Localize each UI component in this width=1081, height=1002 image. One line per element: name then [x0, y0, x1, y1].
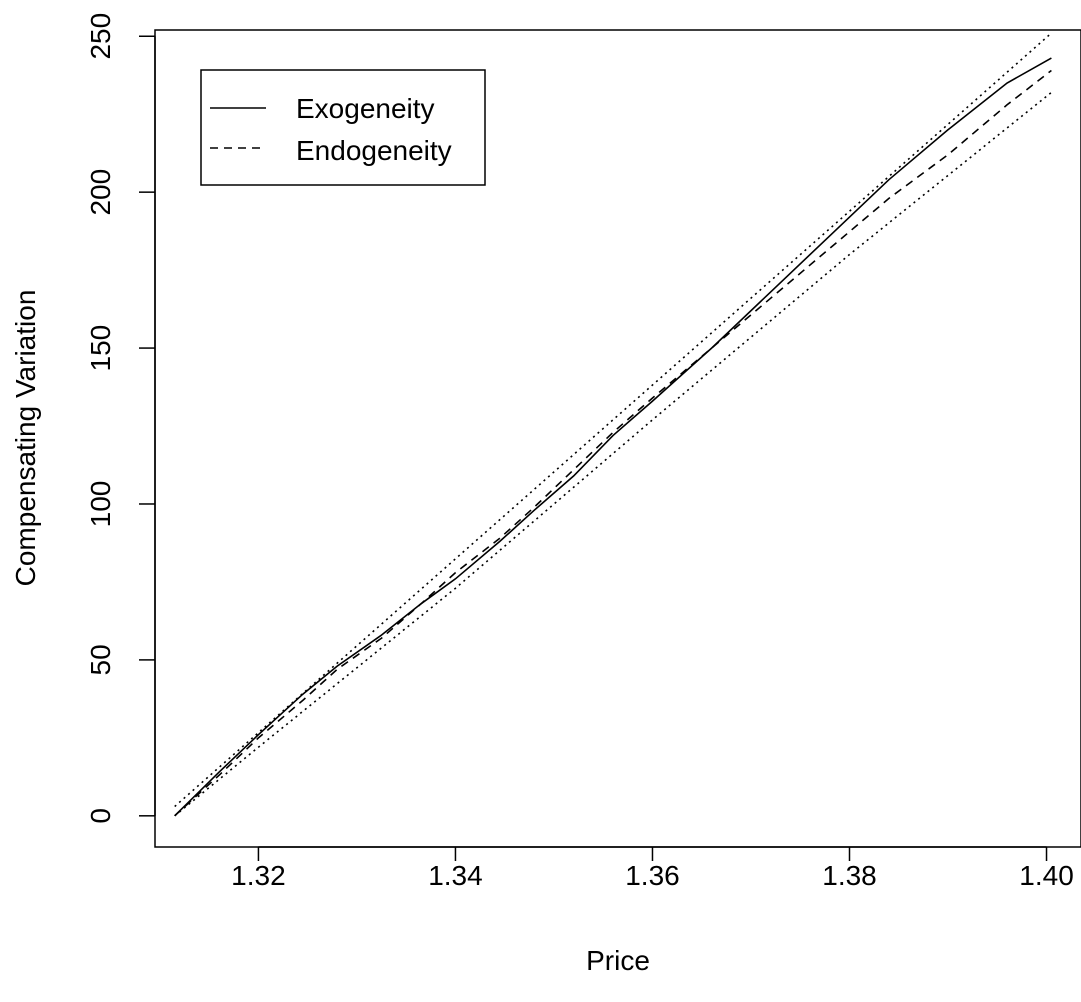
y-axis-label: Compensating Variation	[10, 290, 41, 587]
legend-label-exogeneity: Exogeneity	[296, 93, 435, 124]
legend-label-endogeneity: Endogeneity	[296, 135, 452, 166]
y-tick-label: 50	[85, 644, 116, 675]
y-tick-label: 250	[85, 13, 116, 60]
x-tick-label: 1.34	[428, 860, 483, 891]
y-tick-label: 100	[85, 481, 116, 528]
series-layer	[174, 32, 1052, 817]
y-tick-label: 0	[85, 808, 116, 824]
x-tick-label: 1.38	[822, 860, 877, 891]
y-tick-label: 150	[85, 325, 116, 372]
x-tick-label: 1.32	[231, 860, 286, 891]
x-tick-label: 1.36	[625, 860, 680, 891]
legend: Exogeneity Endogeneity	[200, 69, 486, 186]
axis-layer: 1.32 1.34 1.36 1.38 1.40 0 50 100 150 200 250	[85, 13, 1074, 891]
x-axis-label: Price	[586, 945, 650, 976]
series-line-endogeneity	[174, 69, 1052, 817]
series-line-exogeneity	[174, 57, 1052, 817]
legend-box	[200, 69, 486, 186]
y-tick-label: 200	[85, 169, 116, 216]
x-tick-label: 1.40	[1019, 860, 1074, 891]
series-line-bound-3	[174, 91, 1052, 817]
